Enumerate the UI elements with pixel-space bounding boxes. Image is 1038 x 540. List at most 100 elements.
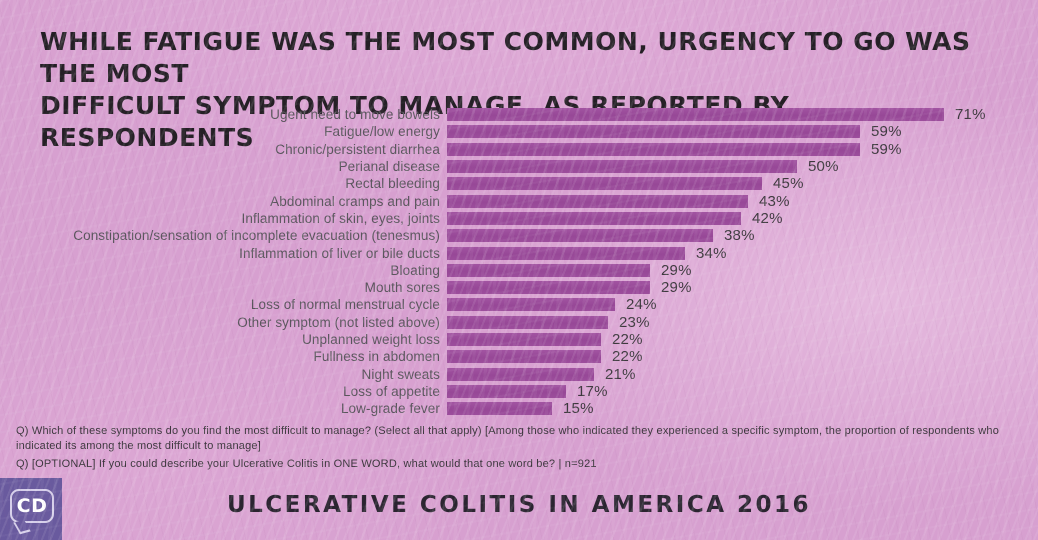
chart-row: Unplanned weight loss 22% bbox=[14, 331, 1028, 348]
bar bbox=[447, 177, 762, 191]
bar-value: 22% bbox=[612, 348, 643, 366]
chart-row: Night sweats 21% bbox=[14, 365, 1028, 383]
bar-track: 71% bbox=[447, 106, 1028, 123]
chart-row: Low-grade fever 15% bbox=[14, 400, 1028, 417]
bar-track: 45% bbox=[447, 175, 1028, 192]
bar-value: 17% bbox=[577, 382, 608, 400]
bar-value: 22% bbox=[612, 331, 643, 348]
bar bbox=[447, 160, 797, 174]
bar-value: 15% bbox=[563, 400, 594, 418]
bar-label: Chronic/persistent diarrhea bbox=[275, 141, 440, 157]
chart-row: Other symptom (not listed above) 23% bbox=[14, 314, 1028, 331]
bar-value: 34% bbox=[696, 244, 727, 262]
bar-value: 45% bbox=[773, 175, 804, 193]
bar bbox=[447, 108, 944, 122]
survey-footnotes: Q) Which of these symptoms do you find t… bbox=[16, 424, 1024, 475]
bar bbox=[447, 263, 650, 277]
bar-track: 29% bbox=[447, 279, 1028, 296]
bar-value: 21% bbox=[605, 365, 636, 383]
speech-bubble-icon: CD bbox=[10, 489, 54, 523]
bar-label: Bloating bbox=[390, 262, 440, 278]
bar-label: Unplanned weight loss bbox=[302, 332, 440, 347]
bar-label: Loss of normal menstrual cycle bbox=[250, 297, 440, 313]
chart-row: Inflammation of liver or bile ducts 34% bbox=[14, 244, 1028, 262]
bar bbox=[447, 194, 748, 208]
chart-row: Loss of normal menstrual cycle 24% bbox=[14, 296, 1028, 313]
chart-title-line-1: WHILE FATIGUE WAS THE MOST COMMON, URGEN… bbox=[40, 27, 971, 88]
bar-track: 17% bbox=[447, 383, 1028, 400]
chart-row: Fatigue/low energy 59% bbox=[14, 123, 1028, 140]
bar-track: 22% bbox=[447, 348, 1028, 365]
bar-label: Mouth sores bbox=[364, 280, 440, 296]
bar bbox=[447, 281, 650, 295]
bar-label: Fullness in abdomen bbox=[313, 349, 440, 365]
bar-value: 29% bbox=[661, 261, 692, 279]
bar-track: 22% bbox=[447, 331, 1028, 348]
chart-row: Inflammation of skin, eyes, joints 42% bbox=[14, 210, 1028, 227]
chart-row: Mouth sores 29% bbox=[14, 279, 1028, 296]
bar bbox=[447, 333, 601, 346]
bar-value: 59% bbox=[871, 123, 902, 141]
bar bbox=[447, 142, 860, 156]
bar-label: Loss of appetite bbox=[343, 383, 440, 399]
chart-row: Abdominal cramps and pain 43% bbox=[14, 192, 1028, 210]
bar-track: 24% bbox=[447, 296, 1028, 313]
bar-label: Other symptom (not listed above) bbox=[237, 314, 440, 330]
bar-label: Low-grade fever bbox=[340, 401, 440, 417]
chart-row: Fullness in abdomen 22% bbox=[14, 348, 1028, 365]
bar-value: 24% bbox=[626, 296, 657, 314]
bar bbox=[447, 350, 601, 364]
bar-label: Fatigue/low energy bbox=[324, 124, 440, 140]
bar bbox=[447, 402, 552, 416]
report-title: ULCERATIVE COLITIS IN AMERICA 2016 bbox=[226, 492, 812, 518]
bar bbox=[447, 298, 615, 312]
bar-label: Night sweats bbox=[361, 366, 440, 382]
bar-track: 38% bbox=[447, 227, 1028, 244]
bar-track: 21% bbox=[447, 365, 1028, 383]
chart-row: Bloating 29% bbox=[14, 262, 1028, 279]
bar-track: 23% bbox=[447, 314, 1028, 331]
bar-value: 71% bbox=[955, 106, 986, 124]
logo-text: CD bbox=[16, 495, 48, 517]
bar-track: 59% bbox=[447, 141, 1028, 158]
chart-rows: Ugent need to move bowels 71% Fatigue/low … bbox=[14, 106, 1028, 417]
bar-track: 59% bbox=[447, 123, 1028, 140]
bar-value: 43% bbox=[759, 192, 790, 210]
bar-track: 43% bbox=[447, 192, 1028, 210]
bar-value: 50% bbox=[808, 158, 839, 176]
footnote-question-2: Q) [OPTIONAL] If you could describe your… bbox=[16, 457, 597, 470]
bar bbox=[447, 367, 594, 381]
bar-track: 42% bbox=[447, 210, 1028, 227]
bar-label: Rectal bleeding bbox=[345, 176, 440, 192]
bar bbox=[447, 125, 860, 139]
chart-row: Constipation/sensation of incomplete eva… bbox=[14, 227, 1028, 244]
bar bbox=[447, 384, 566, 398]
bar-value: 23% bbox=[619, 313, 650, 331]
chart-row: Rectal bleeding 45% bbox=[14, 175, 1028, 192]
bar-label: Inflammation of skin, eyes, joints bbox=[241, 210, 440, 226]
chart-row: Loss of appetite 17% bbox=[14, 383, 1028, 400]
bar-track: 15% bbox=[447, 400, 1028, 417]
bar-value: 29% bbox=[661, 279, 692, 297]
bar bbox=[447, 211, 741, 225]
bar bbox=[447, 315, 608, 329]
bar-label: Perianal disease bbox=[338, 159, 440, 175]
bar-label: Ugent need to move bowels bbox=[270, 107, 440, 123]
bar-track: 50% bbox=[447, 158, 1028, 175]
bar-label: Constipation/sensation of incomplete eva… bbox=[73, 228, 440, 244]
bar-label: Abdominal cramps and pain bbox=[270, 193, 440, 209]
footnote-question-1: Q) Which of these symptoms do you find t… bbox=[16, 425, 1000, 452]
chart-row: Perianal disease 50% bbox=[14, 158, 1028, 175]
chart-row: Chronic/persistent diarrhea 59% bbox=[14, 141, 1028, 158]
bar-chart: Ugent need to move bowels 71% Fatigue/low … bbox=[14, 106, 1028, 417]
chart-row: Ugent need to move bowels 71% bbox=[14, 106, 1028, 123]
bar-label: Inflammation of liver or bile ducts bbox=[239, 245, 440, 261]
bar-value: 59% bbox=[871, 140, 902, 158]
bar-track: 29% bbox=[447, 262, 1028, 279]
bar bbox=[447, 229, 713, 243]
bar bbox=[447, 246, 685, 260]
bar-track: 34% bbox=[447, 244, 1028, 262]
bar-value: 42% bbox=[752, 209, 783, 227]
bar-value: 38% bbox=[724, 227, 755, 245]
cd-logo: CD bbox=[0, 478, 62, 540]
